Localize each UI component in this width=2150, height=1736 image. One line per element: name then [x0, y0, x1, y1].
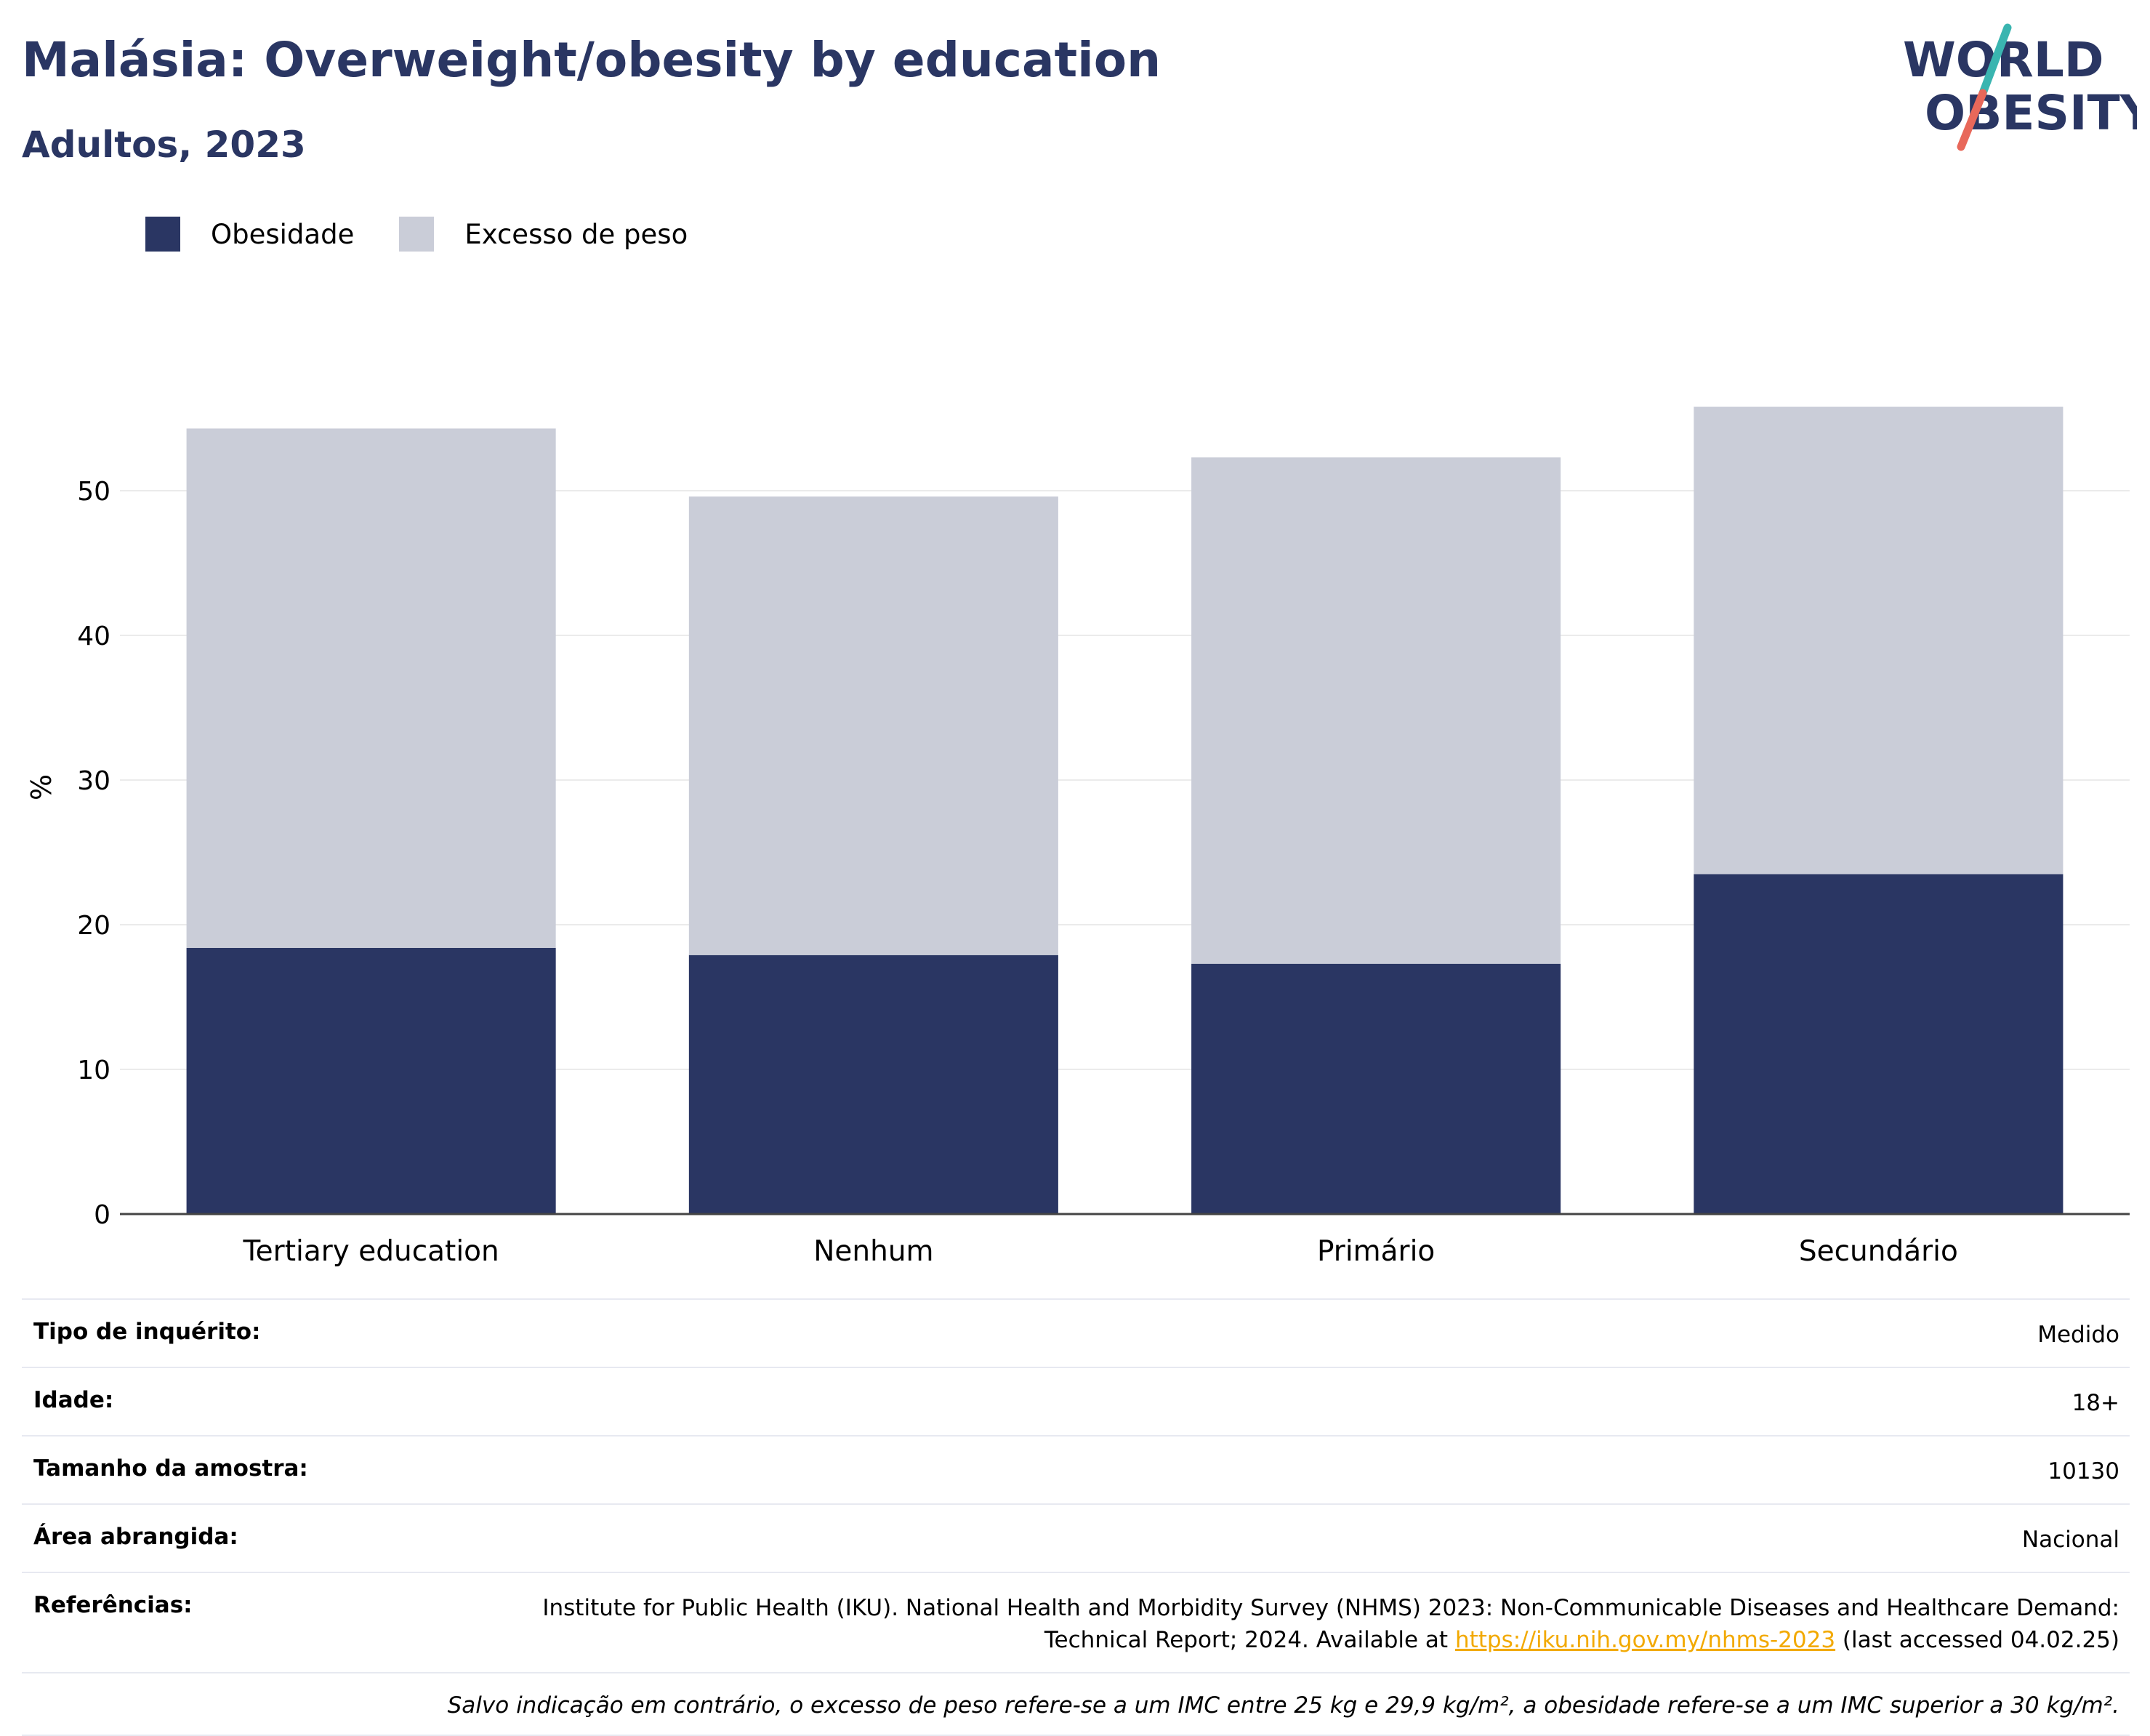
chart-subtitle: Adultos, 2023 [22, 124, 306, 166]
x-tick-label: Secundário [1799, 1235, 1958, 1268]
logo-slash-top [1978, 23, 2012, 97]
legend-swatch-overweight[interactable] [399, 217, 435, 252]
info-value: 18+ [2072, 1390, 2119, 1416]
bar-overweight [1694, 406, 2064, 875]
info-row-age: Idade: 18+ [22, 1368, 2130, 1436]
info-value: Medido [2037, 1322, 2119, 1348]
info-label: Tamanho da amostra: [33, 1455, 308, 1482]
y-tick-label: 50 [77, 477, 110, 507]
x-tick-label: Tertiary education [242, 1235, 499, 1268]
stacked-bar-chart: 0 10 20 30 40 50% Tertiary education Nenhum Prim… [25, 406, 2130, 1268]
legend-label-obesity[interactable]: Obesidade [211, 218, 355, 250]
bar-obesity [1694, 874, 2064, 1214]
info-label: Idade: [33, 1387, 114, 1413]
references-text-after: (last accessed 04.02.25) [1835, 1627, 2119, 1653]
y-tick-label: 40 [77, 622, 110, 651]
info-label: Referências: [33, 1592, 193, 1618]
bar-obesity [186, 947, 556, 1214]
logo-slash-bottom [1957, 89, 1987, 151]
x-tick-label: Primário [1317, 1235, 1435, 1268]
survey-info-table: Tipo de inquérito: Medido Idade: 18+ Tam… [22, 1298, 2130, 1736]
legend-label-overweight[interactable]: Excesso de peso [464, 218, 688, 250]
bar-overweight [186, 428, 556, 948]
info-value: Nacional [2021, 1527, 2119, 1553]
bar-obesity [1191, 963, 1561, 1214]
bar-overweight [688, 496, 1058, 955]
logo-text-obesity: OBESITY [1925, 85, 2137, 141]
x-tick-label: Nenhum [813, 1235, 933, 1268]
y-tick-label: 10 [77, 1056, 110, 1085]
chart-title: Malásia: Overweight/obesity by education [22, 32, 1161, 88]
info-row-references: Referências: Institute for Public Health… [22, 1573, 2130, 1673]
y-axis-title: % [25, 774, 57, 800]
chart-legend: Obesidade Excesso de peso [145, 215, 733, 253]
info-row-area: Área abrangida: Nacional [22, 1505, 2130, 1573]
footnote: Salvo indicação em contrário, o excesso … [22, 1673, 2130, 1736]
references-text-before: Institute for Public Health (IKU). Natio… [542, 1595, 2119, 1653]
info-row-survey-type: Tipo de inquérito: Medido [22, 1300, 2130, 1368]
info-value: 10130 [2048, 1458, 2119, 1484]
info-row-sample-size: Tamanho da amostra: 10130 [22, 1436, 2130, 1505]
y-tick-label: 30 [77, 766, 110, 796]
bar-obesity [688, 955, 1058, 1214]
info-label: Tipo de inquérito: [33, 1319, 261, 1345]
y-tick-label: 0 [94, 1200, 110, 1230]
info-label: Área abrangida: [33, 1524, 238, 1550]
world-obesity-logo: WORLD OBESITY [1903, 23, 2137, 151]
references-text: Institute for Public Health (IKU). Natio… [448, 1592, 2119, 1656]
y-tick-label: 20 [77, 911, 110, 941]
legend-swatch-obesity[interactable] [145, 217, 180, 252]
reference-link[interactable]: https://iku.nih.gov.my/nhms-2023 [1454, 1627, 1836, 1653]
bar-overweight [1191, 457, 1561, 964]
